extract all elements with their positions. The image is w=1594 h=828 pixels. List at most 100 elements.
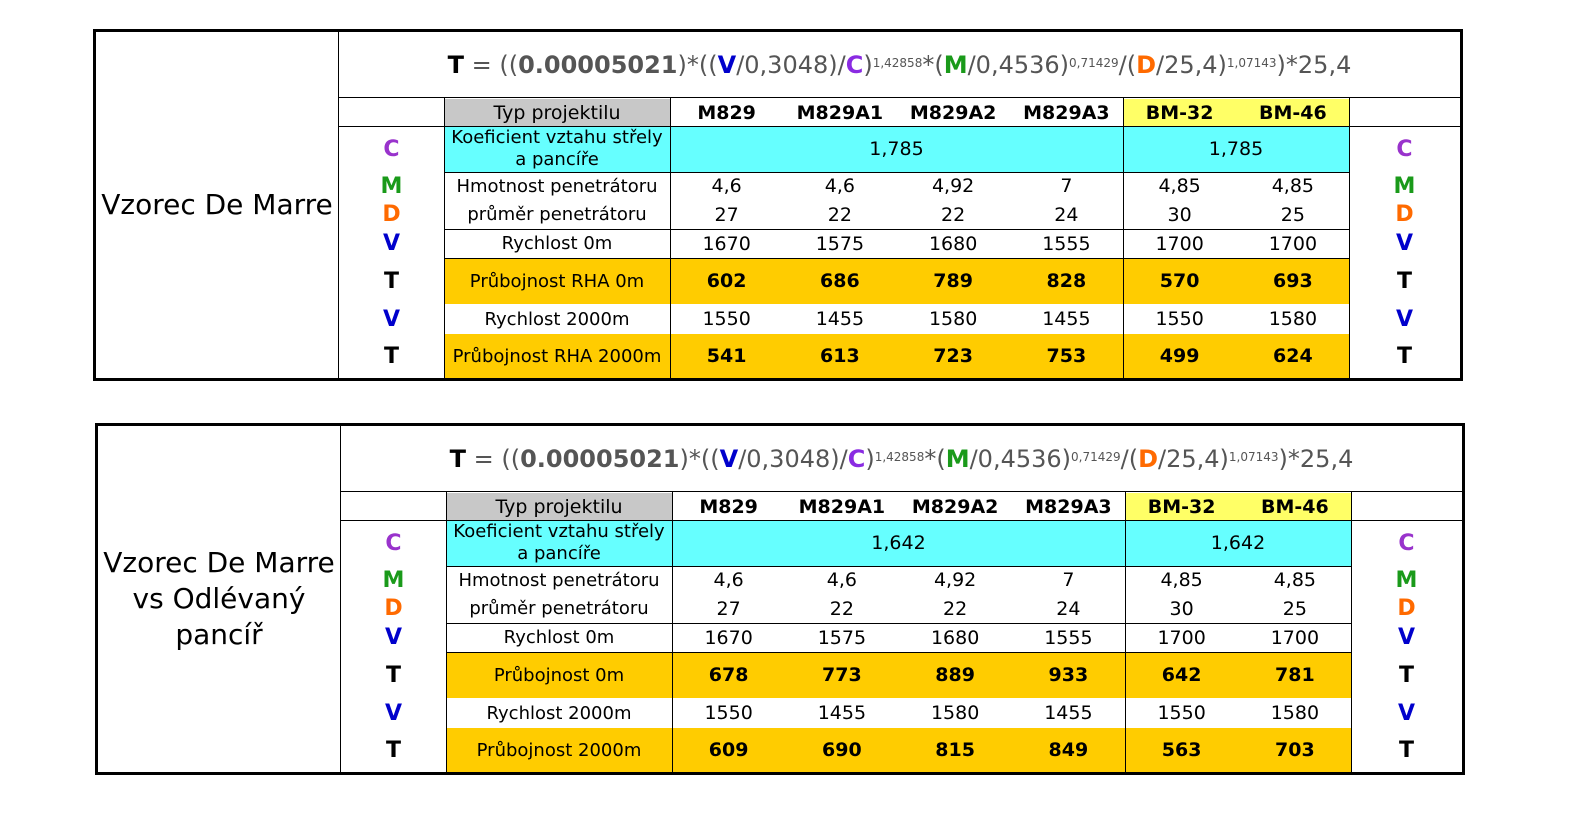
table-cell: 1580 bbox=[930, 702, 980, 724]
letter-right-V: V bbox=[1397, 700, 1416, 726]
grid-line bbox=[446, 491, 447, 772]
grid-line bbox=[338, 32, 339, 378]
coef-value-ru: 1,642 bbox=[1125, 520, 1351, 566]
formula: T = ((0.00005021)*((V/0,3048)/C)1,42858*… bbox=[341, 426, 1462, 491]
formula-C: C bbox=[847, 444, 866, 473]
formula-p3: ) bbox=[863, 50, 873, 79]
formula-p4: *( bbox=[922, 50, 944, 79]
table-cell: 4,85 bbox=[1160, 569, 1203, 591]
table-cell: 1550 bbox=[1157, 702, 1206, 724]
letter-left-D: D bbox=[384, 596, 403, 621]
column-header: M829A2 bbox=[911, 495, 999, 518]
letter-right-D: D bbox=[1395, 202, 1414, 227]
table-cell: 27 bbox=[716, 597, 741, 620]
table-cell: 1700 bbox=[1155, 232, 1204, 255]
grid-line bbox=[444, 229, 1349, 230]
grid-line bbox=[340, 426, 341, 772]
table-cell: 1575 bbox=[815, 232, 865, 255]
table-cell: 7 bbox=[1060, 175, 1073, 197]
table-cell: 1550 bbox=[704, 702, 753, 724]
table-cell: 815 bbox=[898, 728, 1012, 772]
formula-text: T = ((0.00005021)*((V/0,3048)/C)1,42858*… bbox=[450, 445, 1354, 473]
table-cell: 7 bbox=[1062, 569, 1075, 591]
formula-p4: *( bbox=[924, 444, 946, 473]
letter-right-V: V bbox=[1395, 306, 1414, 332]
column-header: M829A3 bbox=[1025, 495, 1112, 518]
letter-left-V: V bbox=[382, 231, 401, 256]
table-cell: 1700 bbox=[1270, 626, 1320, 649]
table-cell: 4,6 bbox=[713, 569, 744, 591]
grid-line bbox=[446, 623, 1351, 624]
formula-p2: /0,3048)/ bbox=[736, 50, 846, 79]
header-label: Typ projektilu bbox=[444, 99, 670, 126]
formula-D: D bbox=[1136, 50, 1157, 79]
table-cell: 4,92 bbox=[931, 175, 975, 197]
coef-value-ru: 1,785 bbox=[1123, 126, 1349, 172]
formula-exp2: 0,71429 bbox=[1069, 55, 1119, 70]
table-cell: 1455 bbox=[817, 702, 867, 724]
formula-V: V bbox=[719, 444, 739, 473]
table-cell: 602 bbox=[670, 258, 784, 304]
letter-left-C: C bbox=[383, 136, 400, 162]
formula-p7: /25,4) bbox=[1158, 444, 1229, 473]
letter-left-C: C bbox=[385, 530, 402, 556]
letter-left-M: M bbox=[380, 173, 403, 199]
table-cell: 4,6 bbox=[824, 175, 855, 197]
table-cell: 1550 bbox=[702, 308, 751, 330]
letter-right-D: D bbox=[1397, 596, 1416, 621]
table-cell: 933 bbox=[1011, 652, 1125, 698]
column-header: M829A1 bbox=[796, 101, 884, 124]
table-cell: 889 bbox=[898, 652, 1012, 698]
table-cell: 24 bbox=[1054, 203, 1079, 226]
t0-label: Průbojnost 0m bbox=[446, 652, 672, 698]
grid-line bbox=[444, 258, 1349, 259]
table-cell: 563 bbox=[1125, 728, 1239, 772]
letter-right-M: M bbox=[1393, 173, 1416, 199]
formula-M: M bbox=[943, 50, 968, 79]
table-title: Vzorec De Marre vs Odlévaný pancíř bbox=[103, 546, 335, 651]
table-cell: 690 bbox=[785, 728, 899, 772]
t2000-label: Průbojnost 2000m bbox=[446, 728, 672, 772]
coef-label: Koeficient vztahu střely a pancíře bbox=[444, 126, 670, 172]
table-cell: 30 bbox=[1169, 597, 1194, 620]
table-cell: 4,6 bbox=[826, 569, 857, 591]
coef-value-nato: 1,785 bbox=[670, 126, 1123, 172]
table-cell: 1700 bbox=[1157, 626, 1206, 649]
letter-left-T: T bbox=[383, 268, 399, 294]
diam-label: průměr penetrátoru bbox=[467, 204, 647, 225]
t2000-label: Průbojnost RHA 2000m bbox=[444, 334, 670, 378]
table-cell: 541 bbox=[670, 334, 784, 378]
column-header: M829A3 bbox=[1023, 101, 1110, 124]
diam-label: průměr penetrátoru bbox=[469, 598, 649, 619]
table-cell: 789 bbox=[896, 258, 1010, 304]
letter-right-T: T bbox=[1398, 737, 1414, 763]
table-cell: 753 bbox=[1009, 334, 1123, 378]
grid-line bbox=[444, 97, 445, 378]
table-de-marre-cast-armor: Vzorec De Marre vs Odlévaný pancíř T = ((… bbox=[95, 423, 1465, 775]
table-cell: 1555 bbox=[1042, 232, 1091, 255]
grid-line bbox=[341, 520, 1462, 521]
column-header: BM-32 bbox=[1125, 493, 1239, 520]
formula-p6: /( bbox=[1120, 444, 1139, 473]
table-cell: 22 bbox=[943, 597, 968, 620]
table-cell: 30 bbox=[1167, 203, 1192, 226]
table-cell: 1455 bbox=[1042, 308, 1091, 330]
table-cell: 1700 bbox=[1268, 232, 1318, 255]
grid-line bbox=[339, 126, 1460, 127]
letter-right-V: V bbox=[1395, 231, 1414, 256]
grid-line bbox=[339, 97, 1460, 98]
formula-eq: = (( bbox=[464, 50, 519, 79]
table-cell: 1580 bbox=[928, 308, 978, 330]
grid-line bbox=[446, 566, 1351, 567]
letter-left-V: V bbox=[384, 625, 403, 650]
grid-line bbox=[672, 491, 673, 772]
formula-exp2: 0,71429 bbox=[1071, 449, 1121, 464]
table-cell: 1555 bbox=[1044, 626, 1093, 649]
table-cell: 22 bbox=[941, 203, 966, 226]
formula-p5: /0,4536) bbox=[969, 444, 1072, 473]
formula-p8: )*25,4 bbox=[1276, 50, 1352, 79]
table-cell: 1680 bbox=[930, 626, 980, 649]
table-cell: 4,85 bbox=[1271, 175, 1315, 197]
t0-label: Průbojnost RHA 0m bbox=[444, 258, 670, 304]
formula-p3: ) bbox=[865, 444, 875, 473]
